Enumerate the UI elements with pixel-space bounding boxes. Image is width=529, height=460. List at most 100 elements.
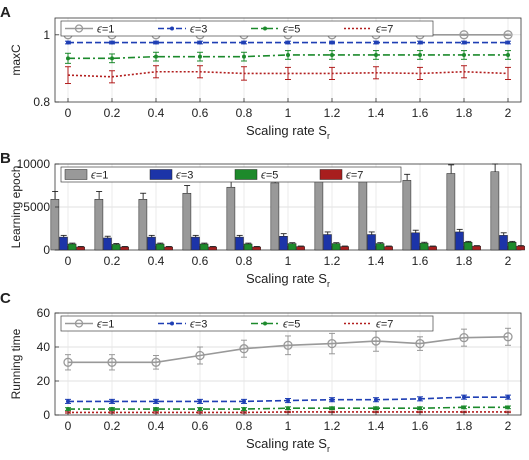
x-tick-label: 0.8 — [236, 254, 253, 268]
bar — [419, 242, 429, 251]
x-tick-label: 0 — [65, 254, 72, 268]
x-axis-title-c: Scaling rate Sr — [246, 436, 330, 454]
y-tick-label: 40 — [37, 340, 51, 354]
legend-text: =3 — [195, 24, 208, 36]
legend-label: ϵ=5 — [261, 170, 278, 182]
data-point — [154, 407, 158, 412]
data-point — [154, 54, 158, 59]
bar — [446, 173, 456, 251]
data-point — [286, 398, 290, 403]
data-point — [242, 399, 246, 404]
y-tick-label: 0 — [43, 243, 50, 257]
x-tick-label: 1.4 — [368, 106, 385, 120]
data-point — [418, 40, 422, 45]
legend-marker — [170, 26, 174, 31]
bar — [411, 232, 420, 251]
panel-a: A 0.81 0 0.2 0.4 0.6 0.8 1 1.2 1.4 1.6 1.8 2 maxC … — [0, 4, 522, 141]
bar — [182, 192, 192, 251]
x-tick-label: 1 — [285, 419, 292, 433]
x-tick-label: 1.2 — [324, 419, 341, 433]
legend-label: ϵ=3 — [190, 24, 207, 36]
data-point — [110, 56, 114, 61]
data-point — [462, 405, 466, 410]
bar — [111, 244, 121, 251]
bar — [384, 246, 393, 251]
legend-text: =5 — [288, 319, 301, 331]
data-point — [110, 407, 114, 412]
legend-b: ϵ=1 ϵ=3 ϵ=5 ϵ=7 — [60, 166, 402, 183]
legend-symbol: ϵ — [376, 24, 381, 36]
x-tick-label: 2 — [505, 106, 512, 120]
bar — [59, 236, 68, 251]
data-point — [374, 52, 378, 57]
x-tick-label: 1.6 — [412, 254, 429, 268]
x-tick-label: 0.6 — [192, 419, 209, 433]
data-point — [418, 396, 422, 401]
data-point — [66, 56, 70, 61]
data-point — [283, 340, 293, 350]
x-tick-label: 0.8 — [236, 419, 253, 433]
bar — [235, 236, 244, 251]
bar — [296, 246, 305, 251]
bar — [499, 235, 508, 251]
data-point — [418, 52, 422, 57]
y-tick-label: 0.8 — [33, 95, 50, 109]
x-tick-label: 1.8 — [456, 419, 473, 433]
legend-marker — [74, 24, 84, 33]
x-tick-label: 0.6 — [192, 254, 209, 268]
bar — [340, 246, 349, 251]
x-tick-label: 0.6 — [192, 106, 209, 120]
x-tick-label: 1.2 — [324, 254, 341, 268]
legend-label: ϵ=7 — [376, 319, 393, 331]
legend-symbol: ϵ — [176, 170, 181, 182]
panel-label-a: A — [0, 4, 11, 21]
data-point — [198, 399, 202, 404]
bar — [507, 242, 517, 251]
data-point — [374, 397, 378, 402]
data-point — [66, 40, 70, 45]
legend-symbol: ϵ — [283, 24, 288, 36]
data-point — [151, 357, 161, 367]
bar — [120, 246, 129, 251]
data-point — [154, 399, 158, 404]
y-axis-title-a: maxC — [9, 44, 23, 76]
legend-label: ϵ=1 — [97, 319, 114, 331]
legend-swatch — [64, 169, 88, 180]
bar — [103, 237, 112, 251]
data-point — [239, 344, 249, 354]
legend-symbol: ϵ — [261, 170, 266, 182]
data-point — [110, 40, 114, 45]
x-tick-label: 0.4 — [148, 106, 165, 120]
y-tick-label: 1 — [43, 28, 50, 42]
bar — [402, 180, 412, 251]
x-tick-label: 0.4 — [148, 254, 165, 268]
bar — [287, 243, 297, 251]
x-tick-label: 1.6 — [412, 419, 429, 433]
x-tick-label: 0.4 — [148, 419, 165, 433]
legend-marker — [263, 26, 267, 31]
x-tick-label: 1.6 — [412, 106, 429, 120]
data-point — [506, 405, 510, 410]
bar — [208, 246, 217, 251]
legend-symbol: ϵ — [190, 319, 195, 331]
data-point — [459, 332, 469, 343]
y-tick-label: 5000 — [23, 200, 50, 214]
data-point — [503, 30, 513, 40]
data-point — [286, 52, 290, 57]
legend-label: ϵ=3 — [190, 319, 207, 331]
bar — [76, 246, 85, 251]
bar — [94, 199, 104, 251]
x-tick-label: 1.2 — [324, 106, 341, 120]
x-tick-label: 0.2 — [104, 254, 121, 268]
legend-symbol: ϵ — [91, 170, 96, 182]
bar — [428, 246, 437, 251]
data-point — [462, 40, 466, 45]
data-point — [242, 407, 246, 412]
data-point — [286, 40, 290, 45]
data-point — [462, 395, 466, 400]
bar — [67, 243, 77, 251]
legend-marker — [263, 321, 267, 326]
data-point — [198, 407, 202, 412]
data-point — [459, 30, 469, 40]
